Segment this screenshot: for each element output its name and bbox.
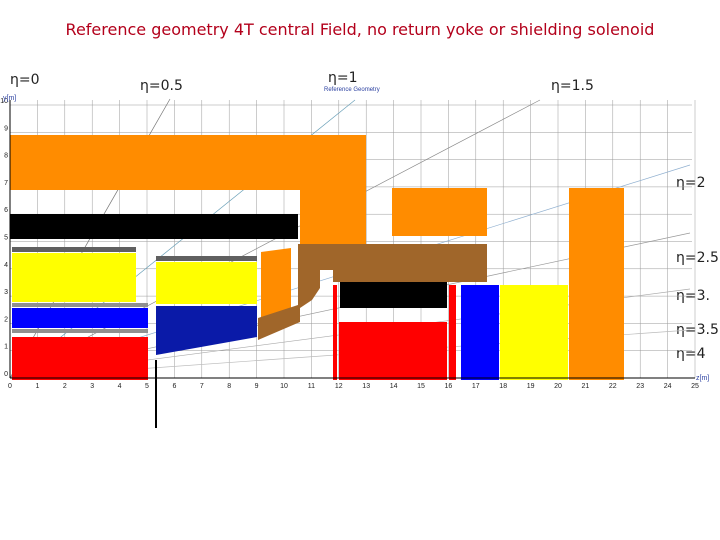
barrel-gap-upper bbox=[12, 247, 136, 252]
x-axis-label: z[m] bbox=[696, 375, 709, 382]
far-forward-block bbox=[569, 188, 624, 380]
barrel-gap-lower bbox=[12, 303, 148, 307]
forward-coil bbox=[340, 280, 447, 308]
y-tick-label: 5 bbox=[4, 235, 8, 242]
hadronic-calorimeter-barrel bbox=[12, 253, 136, 302]
x-tick-labels: 0 1 2 3 4 5 6 7 8 9 10 11 12 13 14 15 16 17 18 19 20 21 22 23 24… bbox=[8, 383, 699, 390]
y-tick-label: 9 bbox=[4, 125, 8, 132]
x-tick-label: 2 bbox=[63, 383, 67, 390]
em-endcap-strip-2 bbox=[449, 285, 456, 380]
forward-magnet-block bbox=[392, 188, 487, 236]
page-title: Reference geometry 4T central Field, no … bbox=[65, 20, 655, 39]
y-tick-label: 0 bbox=[4, 371, 8, 378]
x-tick-label: 23 bbox=[636, 383, 644, 390]
central-magnet-outer bbox=[10, 135, 366, 190]
x-tick-label: 6 bbox=[172, 383, 176, 390]
x-tick-label: 14 bbox=[390, 383, 398, 390]
x-tick-label: 16 bbox=[445, 383, 453, 390]
hadronic-calorimeter-forward bbox=[500, 285, 568, 380]
x-tick-label: 11 bbox=[308, 383, 315, 390]
barrel-gap-inner bbox=[156, 256, 257, 261]
y-tick-label: 7 bbox=[4, 180, 8, 187]
y-tick-label: 10 bbox=[0, 98, 8, 105]
y-tick-label: 1 bbox=[4, 344, 8, 351]
x-tick-label: 3 bbox=[90, 383, 94, 390]
barrel-gap-bottom bbox=[12, 329, 148, 333]
endcap-wedge bbox=[261, 248, 291, 328]
eta-0-label: η=0 bbox=[10, 72, 40, 88]
x-tick-label: 19 bbox=[527, 383, 535, 390]
y-tick-label: 8 bbox=[4, 153, 8, 160]
x-tick-label: 12 bbox=[335, 383, 343, 390]
x-tick-label: 9 bbox=[255, 383, 259, 390]
x-tick-label: 0 bbox=[8, 383, 12, 390]
tracker-endcap bbox=[156, 306, 257, 355]
em-endcap-strip-1 bbox=[333, 285, 337, 380]
y-tick-label: 4 bbox=[4, 262, 8, 269]
y-tick-label: 6 bbox=[4, 207, 8, 214]
eta-0-5-label: η=0.5 bbox=[140, 78, 183, 94]
plot-subtitle: Reference Geometry bbox=[324, 87, 380, 93]
x-tick-label: 1 bbox=[35, 383, 39, 390]
central-magnet-endcap bbox=[300, 190, 366, 245]
em-calorimeter-barrel bbox=[12, 337, 148, 380]
em-calorimeter-forward bbox=[339, 322, 447, 380]
x-tick-label: 18 bbox=[499, 383, 507, 390]
x-tick-label: 10 bbox=[280, 383, 288, 390]
eta-4-label: η=4 bbox=[676, 346, 706, 362]
y-tick-labels: 0 1 2 3 4 5 6 7 8 9 10 bbox=[0, 98, 8, 378]
eta-1-5-label: η=1.5 bbox=[551, 78, 594, 94]
eta-3-label: η=3. bbox=[676, 288, 710, 304]
x-tick-label: 5 bbox=[145, 383, 149, 390]
tracker-forward bbox=[461, 285, 499, 380]
x-tick-label: 22 bbox=[609, 383, 617, 390]
x-tick-label: 21 bbox=[582, 383, 590, 390]
eta-2-5-label: η=2.5 bbox=[676, 250, 719, 266]
x-tick-label: 8 bbox=[227, 383, 231, 390]
eta-3-5-label: η=3.5 bbox=[676, 322, 719, 338]
x-tick-label: 17 bbox=[472, 383, 480, 390]
x-tick-label: 25 bbox=[691, 383, 699, 390]
support-bridge bbox=[333, 270, 487, 280]
support-structure bbox=[258, 244, 487, 340]
x-tick-label: 15 bbox=[417, 383, 425, 390]
x-tick-label: 13 bbox=[362, 383, 370, 390]
hadronic-calorimeter-inner bbox=[156, 262, 257, 304]
y-tick-label: 3 bbox=[4, 289, 8, 296]
tracker-barrel bbox=[12, 308, 148, 328]
eta-1-label: η=1 bbox=[328, 70, 358, 86]
solenoid-coil bbox=[10, 214, 298, 239]
x-tick-label: 4 bbox=[118, 383, 122, 390]
y-tick-label: 2 bbox=[4, 316, 8, 323]
y-axis-label: y[m] bbox=[3, 95, 16, 102]
x-tick-label: 7 bbox=[200, 383, 204, 390]
x-tick-label: 20 bbox=[554, 383, 562, 390]
x-tick-label: 24 bbox=[664, 383, 672, 390]
